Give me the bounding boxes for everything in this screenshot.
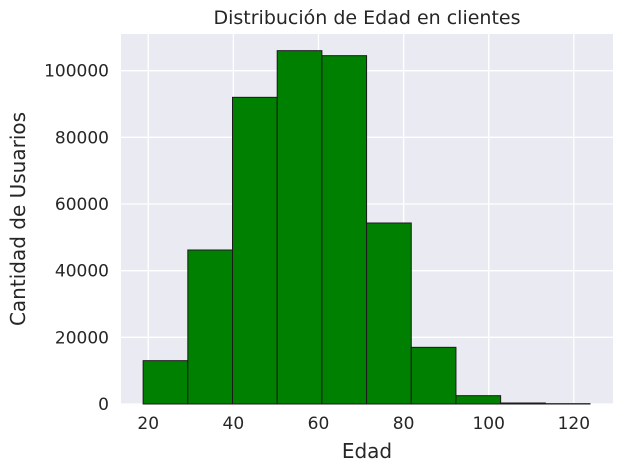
- histogram-bar: [366, 222, 412, 405]
- x-tick-label: 100: [472, 414, 504, 434]
- x-tick-labels: 20 40 60 80 100 120: [137, 414, 590, 434]
- x-tick-label: 80: [393, 414, 415, 434]
- x-tick-label: 20: [137, 414, 159, 434]
- y-tick-label: 100000: [44, 62, 109, 82]
- y-tick-label: 60000: [55, 195, 109, 215]
- histogram-bar: [500, 402, 546, 405]
- y-tick-label: 20000: [55, 328, 109, 348]
- chart-title: Distribución de Edad en clientes: [213, 7, 520, 29]
- y-tick-labels: 0 20000 40000 60000 80000 100000: [44, 62, 109, 415]
- histogram-bar: [232, 96, 278, 405]
- x-tick-label: 40: [223, 414, 245, 434]
- y-axis-label: Cantidad de Usuarios: [6, 112, 30, 326]
- histogram-bar: [321, 55, 368, 405]
- histogram-bar: [276, 50, 323, 405]
- x-axis-label: Edad: [342, 439, 392, 463]
- y-tick-label: 0: [98, 395, 109, 415]
- histogram-bar: [455, 395, 502, 405]
- histogram-bar: [410, 346, 457, 405]
- histogram-bars: [142, 50, 591, 405]
- x-tick-label: 120: [558, 414, 590, 434]
- histogram-bar: [142, 360, 189, 405]
- y-tick-label: 40000: [55, 262, 109, 282]
- histogram-bar: [187, 249, 234, 405]
- x-tick-label: 60: [308, 414, 330, 434]
- y-tick-label: 80000: [55, 128, 109, 148]
